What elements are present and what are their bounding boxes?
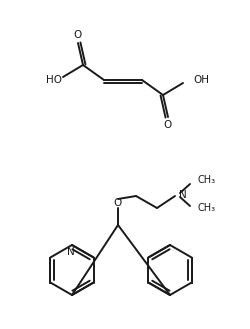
Text: O: O [74,30,82,40]
Text: OH: OH [193,75,209,85]
Text: CH₃: CH₃ [198,203,216,213]
Text: CH₃: CH₃ [198,175,216,185]
Text: O: O [114,198,122,208]
Text: N: N [67,247,75,257]
Text: HO: HO [46,75,62,85]
Text: O: O [164,120,172,130]
Text: N: N [179,190,187,200]
